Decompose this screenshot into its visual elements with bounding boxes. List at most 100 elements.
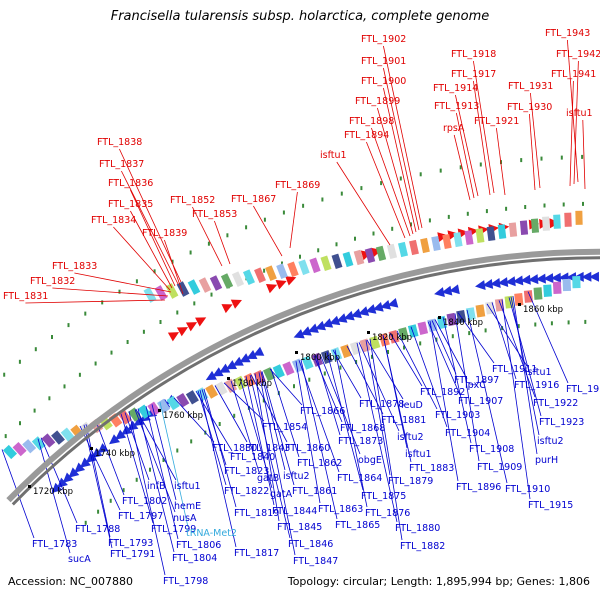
trna-gene-label: tRNA-Met2 xyxy=(186,528,237,539)
inner-marker-dot xyxy=(534,322,537,327)
middle-marker-dot xyxy=(63,384,66,389)
reverse-gene-arrow xyxy=(79,457,91,468)
middle-marker-dot xyxy=(562,202,565,207)
forward-label-leader xyxy=(529,113,536,191)
middle-marker-dot xyxy=(210,292,213,297)
reverse-gene-label: FTL_1823 xyxy=(224,466,269,477)
outer-feature-block xyxy=(442,233,452,250)
outer-feature-block xyxy=(519,220,529,235)
outer-marker-dot xyxy=(135,279,138,284)
reverse-gene-label: FTL_1916 xyxy=(514,380,559,391)
tick-label: 1780 kbp xyxy=(232,379,272,389)
outer-marker-dot xyxy=(118,289,121,294)
reverse-gene-arrow xyxy=(581,271,592,282)
forward-gene-label: FTL_1917 xyxy=(451,69,496,80)
reverse-label-leader xyxy=(120,413,154,524)
inner-marker-dot xyxy=(135,477,138,482)
reverse-label-leader xyxy=(223,382,265,422)
reverse-label-leader xyxy=(201,389,227,466)
inner-marker-dot xyxy=(419,341,422,346)
reverse-label-leader xyxy=(173,397,215,443)
reverse-gene-label: FTL_1843 xyxy=(245,443,290,454)
gene-labels[interactable]: FTL_1831 FTL_1832 FTL_1833 FTL_1834 FTL_1835… xyxy=(3,28,600,587)
inner-feature-block xyxy=(51,430,65,445)
forward-gene-label: FTL_1839 xyxy=(142,228,187,239)
outer-feature-block xyxy=(176,281,190,297)
inner-feature-block xyxy=(552,281,562,295)
inner-marker-dot xyxy=(501,326,504,331)
forward-gene-label: FTL_1853 xyxy=(192,209,237,220)
forward-gene-label: FTL_1831 xyxy=(3,291,48,302)
outer-feature-block xyxy=(187,279,201,295)
inner-feature-block xyxy=(340,344,352,359)
outer-feature-block xyxy=(276,263,288,279)
outer-marker-dot xyxy=(153,269,156,274)
inner-feature-block xyxy=(398,327,409,341)
reverse-gene-label: FTL_1804 xyxy=(172,553,217,564)
reverse-gene-label: leuD xyxy=(401,400,423,411)
reverse-gene-arrow xyxy=(350,308,362,319)
tick-mark xyxy=(438,316,441,319)
forward-label-leader xyxy=(192,206,223,267)
inner-feature-block xyxy=(523,290,533,303)
reverse-gene-label: FTL_1881 xyxy=(381,415,426,426)
forward-gene-label: FTL_1902 xyxy=(361,34,406,45)
reverse-gene-label: FTL_1819 xyxy=(234,508,279,519)
reverse-label-leader xyxy=(410,326,448,428)
outer-marker-dot xyxy=(34,347,37,352)
inner-feature-block xyxy=(185,390,199,405)
middle-marker-dot xyxy=(33,408,36,413)
reverse-gene-arrow xyxy=(441,285,453,296)
reverse-label-leader xyxy=(313,355,343,423)
reverse-gene-arrow xyxy=(51,482,63,494)
reverse-label-leader xyxy=(356,342,398,523)
inner-marker-dot xyxy=(262,398,265,403)
forward-gene-label: FTL_1834 xyxy=(91,215,136,226)
reverse-gene-label: FTL_1903 xyxy=(435,410,480,421)
reverse-label-leader xyxy=(508,297,542,417)
inner-feature-block xyxy=(272,364,285,379)
middle-marker-dot xyxy=(110,350,113,355)
reverse-gene-label: FTL_1793 xyxy=(108,538,153,549)
inner-marker-dot xyxy=(371,354,373,359)
outer-feature-block xyxy=(154,285,168,301)
reverse-label-leader xyxy=(332,349,362,399)
outer-marker-dot xyxy=(282,210,285,215)
inner-feature-block xyxy=(349,341,362,356)
forward-gene-arrow xyxy=(275,280,287,290)
inner-feature-block xyxy=(60,427,75,442)
reverse-gene-arrow xyxy=(528,274,539,285)
forward-gene-label: FTL_1914 xyxy=(433,83,478,94)
tick-label: 1720 kbp xyxy=(33,487,73,497)
accession-text: Accession: NC_007880 xyxy=(8,575,134,588)
reverse-gene-label: isftu2 xyxy=(537,436,564,447)
reverse-gene-label: FTL_1866 xyxy=(300,406,345,417)
outer-feature-block xyxy=(320,255,332,272)
reverse-label-leader xyxy=(491,302,517,380)
reverse-gene-label: FTL_1806 xyxy=(176,540,221,551)
middle-marker-dot xyxy=(126,340,129,344)
reverse-label-leader xyxy=(510,296,540,436)
reverse-label-leader xyxy=(197,390,227,486)
reverse-label-leader xyxy=(249,374,291,539)
inner-feature-block xyxy=(147,401,161,417)
forward-label-leader xyxy=(214,220,231,265)
reverse-gene-label: FTL_1934 xyxy=(566,384,600,395)
forward-gene-arrow xyxy=(285,276,297,286)
reverse-gene-label: FTL_1865 xyxy=(335,520,380,531)
tick-label: 1860 kbp xyxy=(523,305,563,315)
forward-gene-arrow xyxy=(195,317,207,327)
reverse-label-leader xyxy=(250,374,288,443)
reverse-gene-label: FTL_1799 xyxy=(151,524,196,535)
forward-gene-arrow xyxy=(185,322,198,332)
outer-feature-block xyxy=(242,269,256,286)
outer-feature-block xyxy=(486,226,496,241)
forward-gene-label: FTL_1942 xyxy=(556,49,600,60)
reverse-gene-label: gatB xyxy=(257,473,279,484)
reverse-gene-arrow xyxy=(387,297,399,308)
outer-feature-block xyxy=(409,239,419,256)
reverse-label-leader xyxy=(295,361,321,504)
reverse-label-leader xyxy=(365,340,391,476)
outer-marker-dot xyxy=(560,155,563,160)
